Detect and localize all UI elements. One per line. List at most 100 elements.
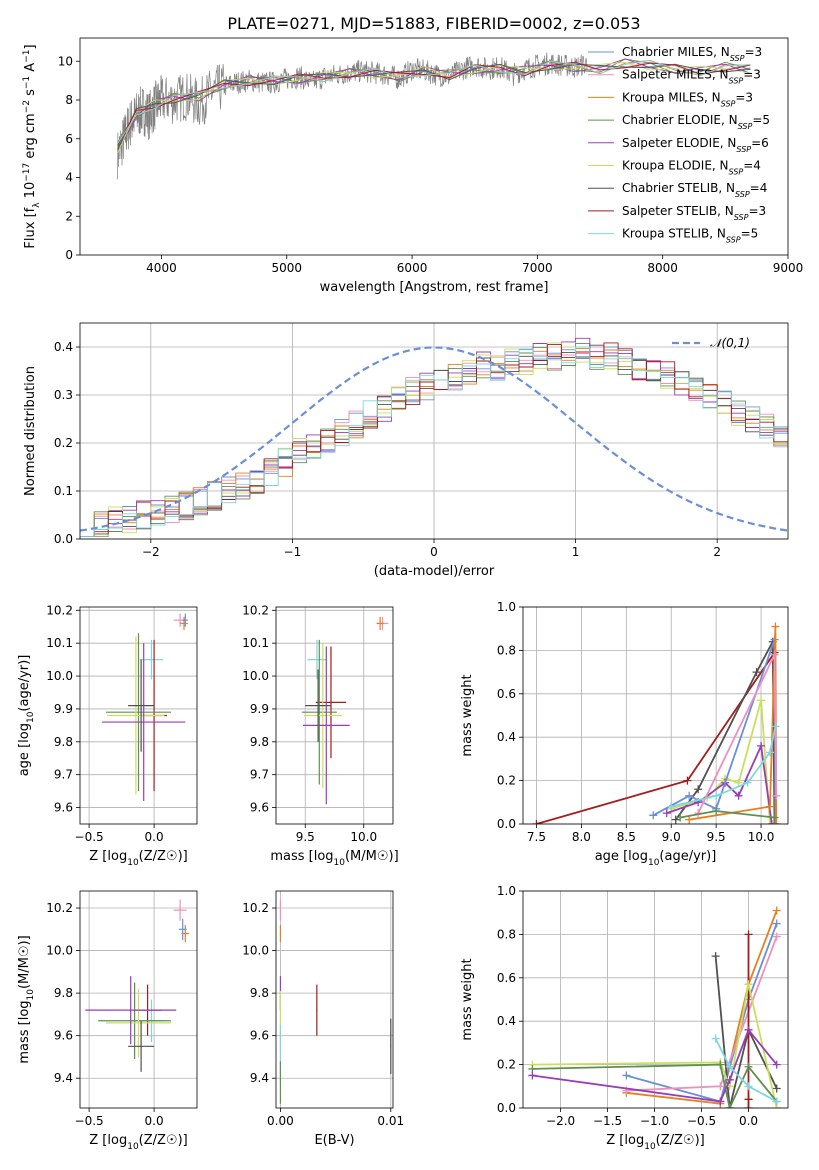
weight-marker-5-3 <box>772 820 781 824</box>
axis-label-y: mass weight <box>460 958 475 1040</box>
weight-marker-3-4 <box>757 741 766 750</box>
axes-frame <box>79 890 198 1109</box>
tick-label-y: 10.1 <box>46 636 73 650</box>
mass-vs-Z-plot <box>85 899 190 1072</box>
axes-frame <box>522 890 789 1109</box>
weight-marker-8-1 <box>725 1062 734 1071</box>
axis-label-y: mass weight <box>460 674 475 756</box>
tick-label-x: 4000 <box>146 261 177 275</box>
tick-label-x: 10.0 <box>748 830 775 844</box>
tick-label-y: 0.6 <box>497 971 516 985</box>
panel-mass-vs-ebv: 0.00 0.01 9.4 9.6 9.8 10.0 10.2 E(B-V) <box>242 890 404 1148</box>
tick-label-x: 8.5 <box>617 830 636 844</box>
tick-label-x: 0.00 <box>267 1114 294 1128</box>
tick-label-y: 4 <box>65 171 73 185</box>
axis-label-y: age [log10(age/yr)] <box>17 655 36 777</box>
axes-frame <box>275 890 394 1109</box>
weight-line-0 <box>626 910 778 1105</box>
tick-label-y: 10 <box>58 54 73 68</box>
weight-marker-1-1 <box>694 785 703 794</box>
tick-label-y: 1.0 <box>497 600 516 614</box>
tick-label-y: 10.0 <box>242 944 269 958</box>
weight-marker-2-4 <box>757 696 766 705</box>
tick-label-y: 10.2 <box>242 603 269 617</box>
axis-label-x: Z [log10(Z/Z☉)] <box>606 1133 704 1152</box>
tick-label-x: 0.01 <box>377 1114 404 1128</box>
tick-label-y: 9.7 <box>250 768 269 782</box>
legend-entry-4: Salpeter ELODIE, NSSP=6 <box>622 136 769 154</box>
axes-frame <box>79 606 198 825</box>
weight-marker-7-2 <box>743 778 752 787</box>
tick-label-y: 2 <box>65 209 73 223</box>
axes-frame <box>79 322 789 540</box>
age-vs-Z-plot <box>102 613 188 801</box>
weight-marker-8-2 <box>744 1082 753 1091</box>
panel-spectrum: 4000 5000 6000 7000 8000 9000 0 2 4 6 8 10 wavelengt… <box>22 37 804 295</box>
tick-label-x: 9.5 <box>296 830 315 844</box>
tick-label-y: 0.8 <box>497 643 516 657</box>
tick-label-y: 0.2 <box>497 1058 516 1072</box>
axis-label-y: Normed distribution <box>23 366 38 496</box>
tick-label-x: 0.0 <box>145 1114 164 1128</box>
tick-label-y: 0.0 <box>54 532 73 546</box>
panel-weight-vs-age: 7.5 8.0 8.5 9.0 9.5 10.0 0.0 0.2 0.4 0.6 0.8 1.0 age… <box>460 600 789 868</box>
tick-label-y: 0.0 <box>497 1101 516 1115</box>
weight-marker-7-4 <box>772 1060 781 1069</box>
tick-label-y: 9.8 <box>54 986 73 1000</box>
weight-marker-2-5 <box>766 820 775 824</box>
tick-label-y: 9.6 <box>54 1029 73 1043</box>
tick-label-x: −1.0 <box>640 1114 669 1128</box>
tick-label-y: 0.3 <box>54 388 73 402</box>
tick-label-x: 8000 <box>647 261 678 275</box>
weight-marker-0-1 <box>683 776 692 785</box>
tick-label-x: 9000 <box>773 261 804 275</box>
tick-label-x: −1.5 <box>593 1114 622 1128</box>
weight-marker-4-0 <box>744 930 753 939</box>
tick-label-y: 10.2 <box>242 901 269 915</box>
weight-marker-0-0 <box>532 820 541 824</box>
weight-marker-3-0 <box>711 952 720 961</box>
weight-marker-7-0 <box>528 1071 537 1080</box>
tick-label-x: −1 <box>284 545 302 559</box>
tick-label-y: 8 <box>65 93 73 107</box>
weight-marker-8-3 <box>772 1097 781 1106</box>
tick-label-x: −0.5 <box>687 1114 716 1128</box>
tick-label-x: 9.0 <box>662 830 681 844</box>
weight-vs-Z-plot <box>528 906 781 1108</box>
tick-label-y: 0.8 <box>497 927 516 941</box>
weight-marker-3-5 <box>767 820 776 824</box>
weight-marker-2-2 <box>772 932 781 941</box>
weight-marker-8-0 <box>676 813 685 822</box>
weight-marker-1-3 <box>772 919 781 928</box>
model-line-6 <box>117 63 751 150</box>
tick-label-x: 7.5 <box>527 830 546 844</box>
tick-label-y: 6 <box>65 132 73 146</box>
residuals-plot <box>80 337 788 539</box>
legend-entry-0: Chabrier MILES, NSSP=3 <box>622 45 762 63</box>
weight-marker-6-1 <box>716 1060 725 1069</box>
legend-entry-3: Chabrier ELODIE, NSSP=5 <box>622 113 770 131</box>
legend-entry-1: Salpeter MILES, NSSP=3 <box>622 68 761 86</box>
tick-label-y: 0.2 <box>54 436 73 450</box>
tick-label-y: 9.4 <box>54 1071 73 1085</box>
weight-marker-4-2 <box>744 1104 753 1108</box>
tick-label-x: 8.0 <box>572 830 591 844</box>
weight-marker-6-3 <box>744 1062 753 1071</box>
weight-marker-1-2 <box>752 668 761 677</box>
weight-marker-8-0 <box>711 1034 720 1043</box>
weight-marker-7-1 <box>712 791 721 800</box>
axis-label-x: mass [log10(M/M☉)] <box>270 849 398 868</box>
weight-marker-2-3 <box>734 778 743 787</box>
model-line-7 <box>117 61 751 146</box>
axes-frame <box>79 37 789 256</box>
panel-age-vs-mass: 9.5 10.0 9.6 9.7 9.8 9.9 10.0 10.1 10.2 mass [log… <box>242 603 398 868</box>
tick-label-x: −2 <box>142 545 160 559</box>
tick-label-y: 9.8 <box>54 735 73 749</box>
panel-weight-vs-Z: −2.0 −1.5 −1.0 −0.5 0.0 0.0 0.2 0.4 0.6 0.8 1.0 Z [… <box>460 884 789 1152</box>
tick-label-y: 9.6 <box>250 801 269 815</box>
tick-label-y: 0.4 <box>497 730 516 744</box>
weight-marker-6-1 <box>770 650 779 659</box>
age-vs-mass-plot <box>301 616 389 805</box>
legend-entry-5: Kroupa ELODIE, NSSP=4 <box>622 159 761 177</box>
